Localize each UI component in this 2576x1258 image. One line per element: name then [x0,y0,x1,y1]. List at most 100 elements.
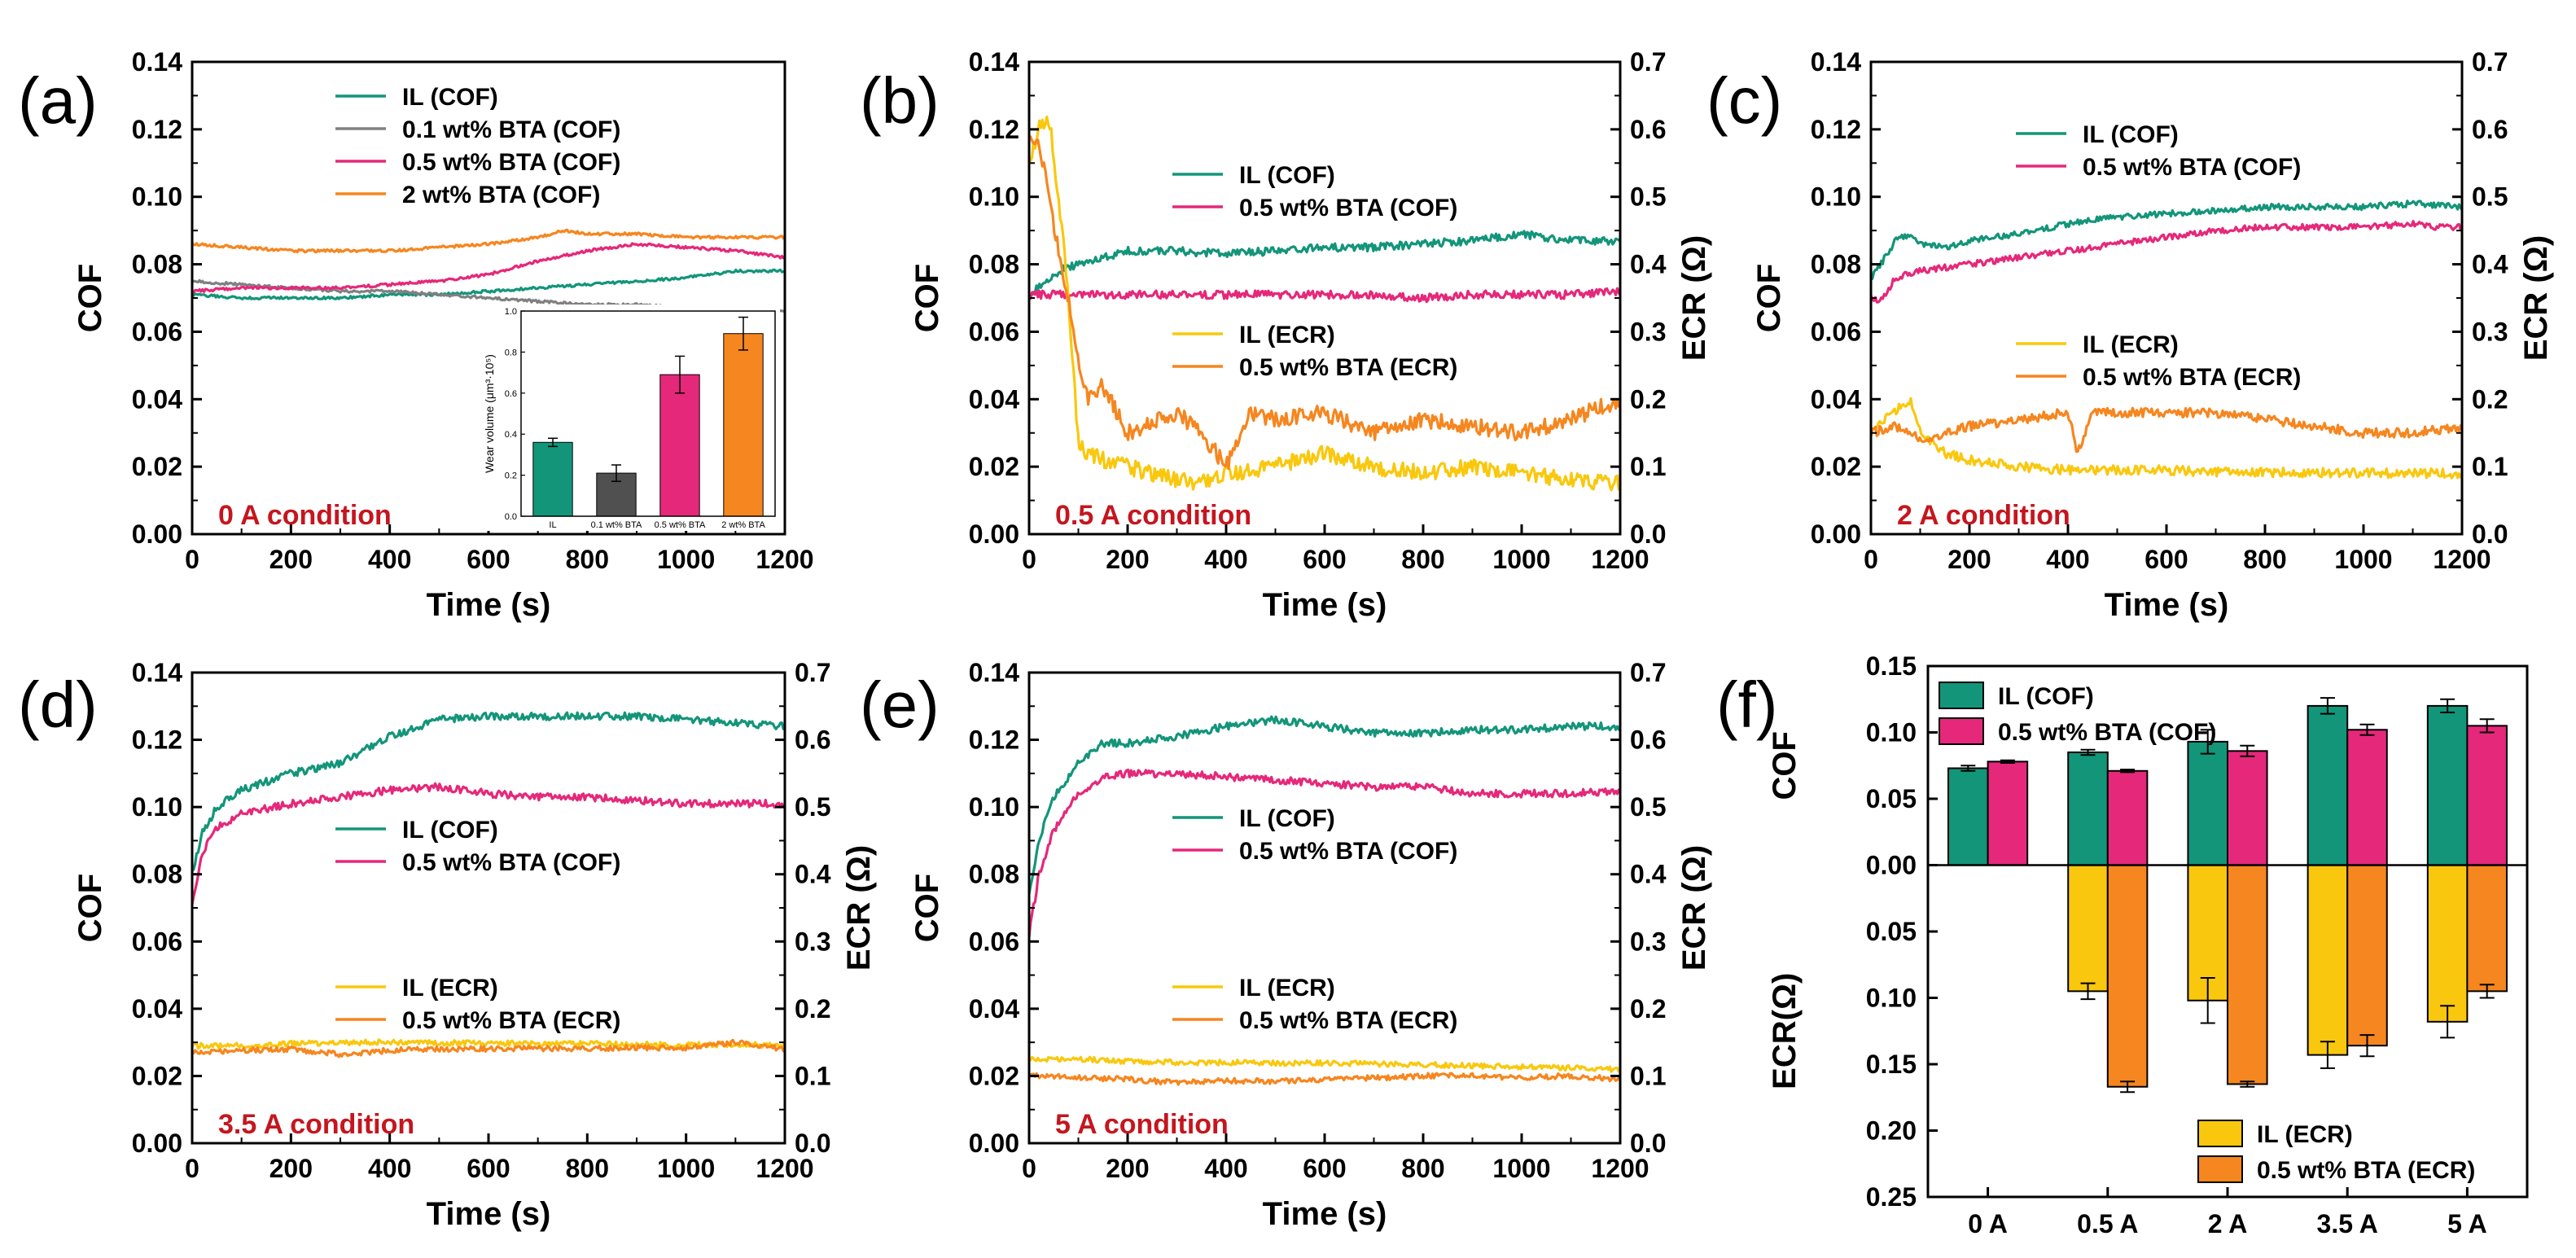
y-tick-label: 0.02 [132,452,182,481]
y2-tick-label: 0.2 [795,994,830,1023]
series-line-0-5-wt-bta-cof- [192,782,785,905]
bar-cof [1947,767,1989,866]
bar-ecr [2106,864,2149,1088]
bar-ecr [2426,864,2469,1023]
y-axis-title: COF [72,264,108,332]
legend-cof-label: IL (COF) [402,817,498,844]
series-line-il-cof- [1029,715,1620,895]
y-tick-label: 0.08 [132,860,182,889]
x-tick-label: 0 A [1968,1209,2008,1238]
y2-tick-label: 0.6 [2472,115,2508,144]
legend-cof-label: IL (COF) [1239,805,1335,832]
condition-label: 3.5 A condition [218,1109,414,1140]
legend-ecr-label: 0.5 wt% BTA (ECR) [1239,1007,1457,1034]
y-tick-label: 0.04 [969,994,1019,1023]
x-tick-label: 200 [269,1154,313,1183]
x-tick-label: 0 [1864,545,1878,574]
legend-ecr-label: 0.5 wt% BTA (ECR) [2257,1157,2475,1184]
legend-label: IL (COF) [402,84,498,111]
inset-y-tick-label: 0.8 [505,348,517,357]
inset-category-label: 0.5 wt% BTA [655,520,706,530]
y-tick-label: 0.02 [969,1061,1019,1090]
y-tick-label: 0.05 [1866,784,1917,813]
x-tick-label: 600 [467,1154,510,1183]
y2-axis-title: ECR (Ω) [1676,235,1712,361]
y-tick-label: 0.14 [1811,47,1861,77]
inset-wear-chart: IL 0.1 wt% BTA 0.5 wt% BTA 2 wt% BTA 0.0 0.2 0… [456,305,780,531]
condition-label: 2 A condition [1897,500,2070,531]
inset-bar [659,374,700,517]
inset-category-label: IL [549,520,556,530]
y-tick-label: 0.10 [1866,718,1917,747]
series-group [1029,115,1620,492]
y-tick-label: 0.06 [1811,317,1861,346]
y-tick-label: 0.00 [1866,851,1917,880]
series-line-il-ecr- [1029,1055,1620,1073]
y-tick-label: 0.02 [1811,452,1861,481]
panel-label-b: (b) [860,64,940,137]
x-tick-label: 200 [1106,1154,1149,1183]
plot-frame [1027,60,1622,536]
y-tick-label: 0.12 [132,725,182,755]
y-axis-title-cof: COF [1767,731,1803,800]
y-tick-label: 0.10 [1811,182,1861,212]
legend-ecr-label: 0.5 wt% BTA (ECR) [2083,364,2301,391]
legend-ecr-label: IL (ECR) [402,975,498,1002]
inset-y-tick-label: 0.0 [505,512,517,522]
series-line-0-5-wt-bta-cof- [1029,287,1620,304]
series-line-0-5-wt-bta-ecr- [1029,134,1620,471]
x-tick-label: 200 [1947,545,1991,574]
x-tick-label: 200 [1106,545,1149,574]
y-axis-title-ecr: ECR(Ω) [1767,973,1803,1089]
inset-frame [520,310,776,517]
y-axis-title: COF [1751,264,1787,332]
x-tick-label: 1200 [2433,545,2491,574]
y2-tick-label: 0.3 [1630,317,1666,346]
series-line-0-5-wt-bta-ecr- [1871,406,2462,454]
legend-cof-swatch [1939,682,1984,709]
y-tick-label: 0.14 [969,658,1019,687]
bar-ecr [2346,864,2388,1047]
x-tick-label: 0 [1022,545,1036,574]
y-tick-label: 0.00 [969,1129,1019,1158]
condition-label: 0 A condition [218,500,392,531]
y-tick-label: 0.20 [1866,1116,1917,1146]
inset-bar [723,333,764,517]
y-tick-label: 0.14 [132,658,182,687]
x-tick-label: 1200 [1591,1154,1649,1183]
y-axis-title: COF [909,874,945,942]
panel-label-c: (c) [1706,64,1782,137]
y-tick-label: 0.06 [969,927,1019,956]
legend-label: 2 wt% BTA (COF) [402,182,600,208]
series-line-0-5-wt-bta-ecr- [192,1038,785,1059]
condition-label: 5 A condition [1055,1109,1229,1140]
legend-cof-label: IL (COF) [1239,162,1335,189]
x-axis-title: Time (s) [1263,1196,1387,1232]
y-tick-label: 0.04 [132,994,182,1023]
y-tick-label: 0.14 [132,47,182,77]
x-tick-label: 800 [566,545,609,574]
x-tick-label: 5 A [2447,1209,2487,1238]
series-line-il-cof- [192,268,785,301]
x-tick-label: 600 [1303,1154,1346,1183]
series-line-il-cof- [1029,230,1620,300]
y2-tick-label: 0.1 [1630,1061,1666,1090]
legend-cof-label: 0.5 wt% BTA (COF) [1998,719,2216,746]
y-tick-label: 0.10 [132,182,182,212]
y2-tick-label: 0.1 [795,1061,830,1090]
x-axis-title: Time (s) [2105,587,2229,623]
x-tick-label: 0 [1022,1154,1036,1183]
panel-label-d: (d) [18,668,98,741]
inset-y-tick-label: 0.6 [505,389,517,399]
y2-axis-title: ECR (Ω) [841,845,877,971]
bar-cof [2106,769,2149,866]
panel-e: (e) 0 200 400 600 800 1000 1200 0.00 0.02 0.04 0.06… [860,658,1712,1232]
legend-ecr-label: 0.5 wt% BTA (ECR) [402,1007,620,1034]
y2-tick-label: 0.3 [795,927,830,956]
legend-label: 0.5 wt% BTA (COF) [402,149,620,176]
series-line-2-wt-bta-cof- [192,228,785,254]
y2-tick-label: 0.0 [2472,519,2508,549]
x-tick-label: 600 [1303,545,1346,574]
legend-cof-label: IL (COF) [1998,683,2094,710]
y-axis-title: COF [909,264,945,332]
